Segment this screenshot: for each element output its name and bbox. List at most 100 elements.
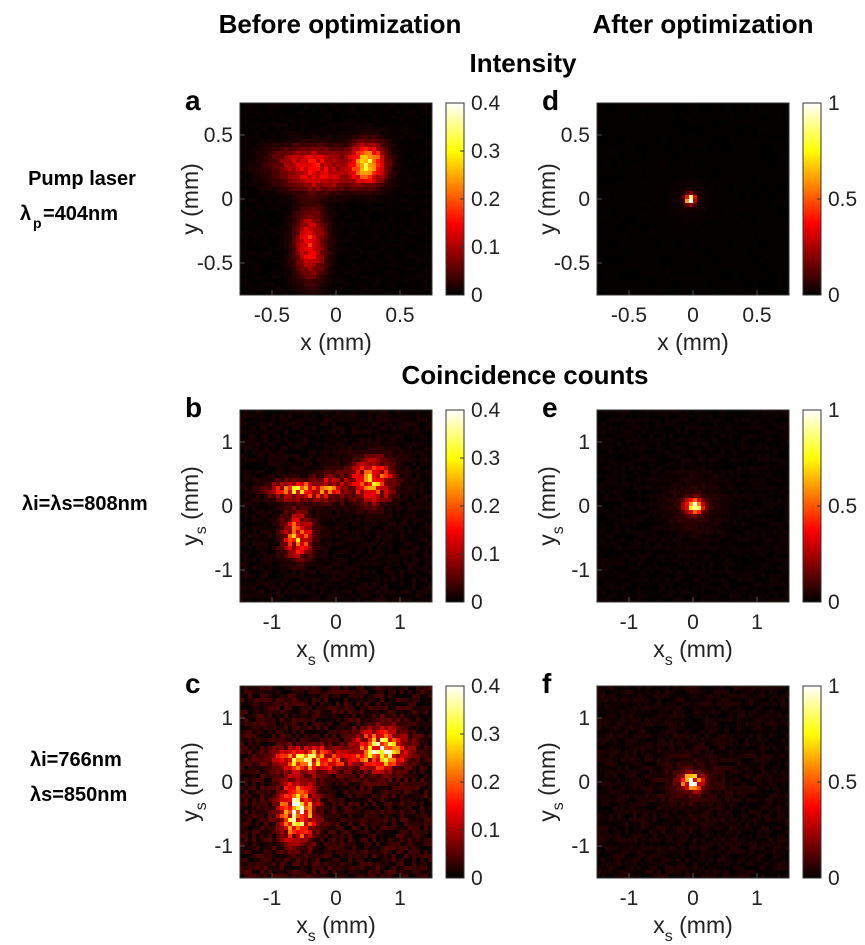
heatmap-cell — [629, 203, 634, 208]
heatmap-cell — [264, 438, 269, 443]
heatmap-cell — [308, 191, 313, 196]
heatmap-cell — [256, 438, 261, 443]
heatmap-cell — [761, 155, 766, 160]
heatmap-cell — [268, 223, 273, 228]
heatmap-cell — [348, 219, 353, 224]
heatmap-cell — [244, 574, 249, 579]
heatmap-cell — [276, 155, 281, 160]
heatmap-cell — [348, 115, 353, 120]
heatmap-cell — [248, 494, 253, 499]
heatmap-cell — [669, 135, 674, 140]
heatmap-cell — [240, 287, 245, 292]
heatmap-cell — [729, 287, 734, 292]
heatmap-cell — [256, 111, 261, 116]
heatmap-cell — [368, 251, 373, 256]
heatmap-cell — [729, 103, 734, 108]
heatmap-cell — [240, 462, 245, 467]
heatmap-cell — [657, 259, 662, 264]
heatmap-cell — [304, 115, 309, 120]
heatmap-cell — [781, 207, 786, 212]
heatmap-cell — [320, 267, 325, 272]
heatmap-cell — [721, 247, 726, 252]
heatmap-cell — [613, 207, 618, 212]
heatmap-cell — [737, 163, 742, 168]
heatmap-cell — [697, 107, 702, 112]
heatmap-cell — [316, 255, 321, 260]
heatmap-cell — [601, 255, 606, 260]
heatmap-cell — [252, 510, 257, 515]
heatmap-cell — [685, 255, 690, 260]
heatmap-cell — [272, 231, 277, 236]
heatmap-cell — [300, 155, 305, 160]
heatmap-cell — [785, 135, 790, 140]
heatmap-cell — [244, 171, 249, 176]
heatmap-cell — [677, 251, 682, 256]
heatmap-cell — [240, 562, 245, 567]
heatmap-cell — [753, 115, 758, 120]
heatmap-cell — [669, 231, 674, 236]
heatmap-cell — [332, 171, 337, 176]
heatmap-cell — [637, 283, 642, 288]
heatmap-cell — [785, 235, 790, 240]
heatmap-cell — [252, 534, 257, 539]
heatmap-cell — [641, 235, 646, 240]
heatmap-cell — [360, 207, 365, 212]
heatmap-cell — [344, 231, 349, 236]
heatmap-cell — [605, 231, 610, 236]
heatmap-cell — [336, 239, 341, 244]
heatmap-cell — [424, 179, 429, 184]
heatmap-cell — [336, 183, 341, 188]
heatmap-cell — [240, 526, 245, 531]
heatmap-cell — [625, 255, 630, 260]
heatmap-cell — [284, 291, 289, 296]
heatmap-cell — [653, 163, 658, 168]
heatmap-cell — [424, 119, 429, 124]
heatmap-cell — [252, 155, 257, 160]
heatmap-cell — [328, 211, 333, 216]
heatmap-cell — [384, 143, 389, 148]
heatmap-cell — [769, 291, 774, 296]
heatmap-cell — [733, 119, 738, 124]
heatmap-cell — [717, 151, 722, 156]
heatmap-cell — [384, 191, 389, 196]
heatmap-cell — [252, 151, 257, 156]
heatmap-cell — [697, 191, 702, 196]
heatmap-cell — [256, 155, 261, 160]
heatmap-cell — [280, 111, 285, 116]
heatmap-cell — [665, 103, 670, 108]
heatmap-cell — [244, 167, 249, 172]
heatmap-cell — [673, 271, 678, 276]
heatmap-cell — [769, 139, 774, 144]
heatmap-cell — [745, 163, 750, 168]
heatmap-cell — [348, 107, 353, 112]
heatmap-cell — [677, 223, 682, 228]
heatmap-cell — [272, 211, 277, 216]
heatmap-cell — [605, 123, 610, 128]
heatmap-cell — [713, 207, 718, 212]
heatmap-cell — [244, 582, 249, 587]
heatmap-cell — [617, 279, 622, 284]
heatmap-cell — [360, 271, 365, 276]
heatmap-cell — [288, 263, 293, 268]
heatmap-cell — [272, 187, 277, 192]
heatmap-cell — [324, 263, 329, 268]
heatmap-cell — [701, 199, 706, 204]
heatmap-cell — [276, 107, 281, 112]
heatmap-cell — [360, 111, 365, 116]
heatmap-cell — [424, 283, 429, 288]
heatmap-cell — [773, 287, 778, 292]
heatmap-cell — [709, 103, 714, 108]
heatmap-cell — [316, 179, 321, 184]
heatmap-cell — [408, 119, 413, 124]
heatmap-cell — [641, 175, 646, 180]
heatmap-cell — [609, 139, 614, 144]
heatmap-cell — [785, 271, 790, 276]
heatmap-cell — [320, 135, 325, 140]
heatmap-cell — [328, 127, 333, 132]
heatmap-cell — [412, 195, 417, 200]
heatmap-cell — [328, 119, 333, 124]
heatmap-cell — [681, 151, 686, 156]
heatmap-cell — [657, 235, 662, 240]
heatmap-cell — [292, 255, 297, 260]
heatmap-cell — [404, 251, 409, 256]
